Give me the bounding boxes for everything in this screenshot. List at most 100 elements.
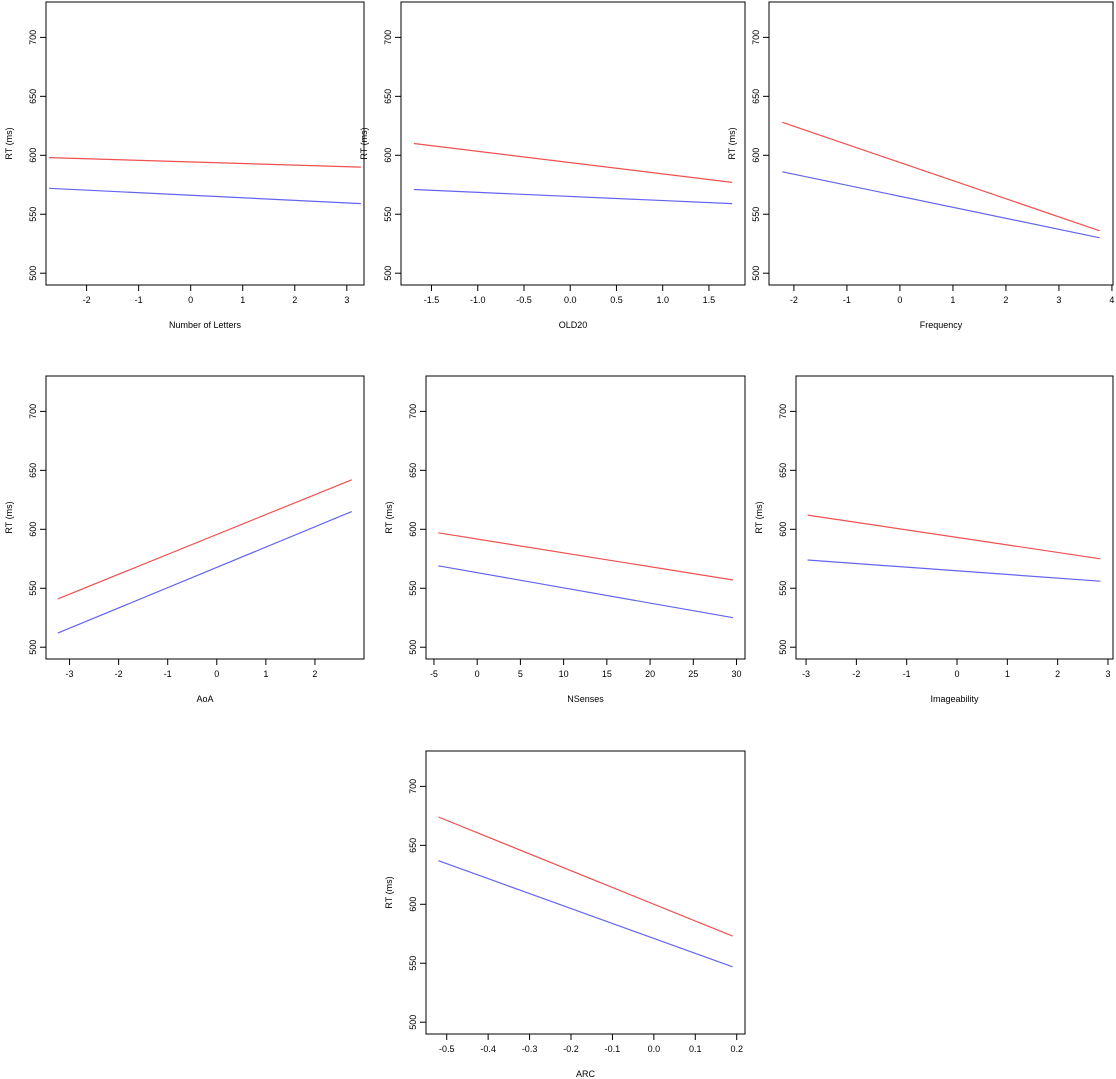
series-line — [49, 157, 361, 168]
y-tick-label: 500 — [751, 266, 761, 281]
x-tick-label: -2 — [790, 295, 798, 305]
series-line — [57, 479, 352, 600]
y-axis-label: RT (ms) — [727, 127, 737, 159]
x-tick-label: -0.3 — [522, 1044, 538, 1054]
x-tick-label: -2 — [852, 669, 860, 679]
y-tick-label: 650 — [408, 838, 418, 853]
x-tick-label: -0.2 — [563, 1044, 579, 1054]
x-tick-label: -0.1 — [605, 1044, 621, 1054]
y-tick-label: 500 — [28, 640, 38, 655]
y-tick-label: 600 — [778, 522, 788, 537]
y-tick-label: 700 — [28, 30, 38, 45]
x-tick-label: 3 — [1105, 669, 1110, 679]
x-tick-label: -1.5 — [424, 295, 440, 305]
x-tick-label: 0.0 — [648, 1044, 661, 1054]
y-tick-label: 700 — [778, 404, 788, 419]
y-tick-label: 500 — [778, 640, 788, 655]
x-tick-label: 1 — [950, 295, 955, 305]
plot-panel: -3 -2 -1 0 1 2 3 500 550 600 650 700 Imageability RT … — [754, 375, 1114, 704]
series-line — [438, 816, 733, 937]
x-tick-label: 10 — [559, 669, 569, 679]
y-tick-label: 550 — [383, 207, 393, 222]
y-axis-label: RT (ms) — [359, 127, 369, 159]
y-tick-label: 700 — [28, 404, 38, 419]
plot-frame — [45, 375, 365, 660]
x-tick-label: 3 — [344, 295, 349, 305]
x-tick-label: -1 — [843, 295, 851, 305]
x-tick-label: 1.5 — [703, 295, 716, 305]
y-axis-label: RT (ms) — [384, 876, 394, 908]
y-tick-label: 650 — [383, 89, 393, 104]
y-tick-label: 550 — [408, 956, 418, 971]
x-tick-label: 0 — [188, 295, 193, 305]
x-tick-label: 2 — [1055, 669, 1060, 679]
y-tick-label: 550 — [28, 581, 38, 596]
plot-panel: -3 -2 -1 0 1 2 500 550 600 650 700 AoA RT (ms) — [4, 375, 365, 704]
x-axis-label: AoA — [196, 694, 213, 704]
x-tick-label: 0 — [475, 669, 480, 679]
y-tick-label: 500 — [383, 266, 393, 281]
x-tick-label: 0 — [897, 295, 902, 305]
x-tick-label: -1 — [903, 669, 911, 679]
y-tick-label: 600 — [28, 148, 38, 163]
y-tick-label: 650 — [408, 463, 418, 478]
y-tick-label: 650 — [28, 463, 38, 478]
y-tick-label: 700 — [408, 779, 418, 794]
x-tick-label: 0.2 — [730, 1044, 743, 1054]
plot-panel: -0.5 -0.4 -0.3 -0.2 -0.1 0.0 0.1 0.2 500 550 600 65… — [384, 750, 746, 1079]
y-tick-label: 600 — [751, 148, 761, 163]
plot-frame — [425, 750, 746, 1035]
y-axis-label: RT (ms) — [4, 501, 14, 533]
x-axis-label: NSenses — [567, 694, 604, 704]
x-tick-label: 0 — [955, 669, 960, 679]
x-tick-label: -2 — [115, 669, 123, 679]
y-tick-label: 650 — [778, 463, 788, 478]
y-tick-label: 600 — [383, 148, 393, 163]
x-tick-label: -5 — [430, 669, 438, 679]
x-tick-label: -0.5 — [439, 1044, 455, 1054]
x-axis-label: Frequency — [920, 320, 963, 330]
series-line — [807, 514, 1101, 560]
series-line — [413, 142, 733, 183]
x-tick-label: -3 — [802, 669, 810, 679]
series-line — [782, 121, 1100, 232]
x-tick-label: 20 — [645, 669, 655, 679]
y-tick-label: 700 — [383, 30, 393, 45]
x-tick-label: 2 — [292, 295, 297, 305]
x-tick-label: 1 — [263, 669, 268, 679]
series-line — [438, 860, 733, 968]
x-tick-label: 5 — [518, 669, 523, 679]
x-tick-label: -0.4 — [480, 1044, 496, 1054]
series-line — [57, 511, 352, 634]
plot-frame — [768, 1, 1114, 286]
y-tick-label: 500 — [28, 266, 38, 281]
y-tick-label: 550 — [408, 581, 418, 596]
series-line — [49, 187, 361, 205]
x-tick-label: -1 — [164, 669, 172, 679]
plot-frame — [400, 1, 746, 286]
x-tick-label: -3 — [66, 669, 74, 679]
y-tick-label: 500 — [408, 1015, 418, 1030]
x-tick-label: 1.0 — [656, 295, 669, 305]
plot-panel: -1.5 -1.0 -0.5 0.0 0.5 1.0 1.5 500 550 600 650 700 O… — [359, 1, 746, 330]
y-axis-label: RT (ms) — [4, 127, 14, 159]
x-tick-label: 0.1 — [689, 1044, 702, 1054]
series-line — [807, 559, 1101, 582]
x-tick-label: 25 — [688, 669, 698, 679]
plot-panel: -2 -1 0 1 2 3 500 550 600 650 700 Number of Letters… — [4, 1, 365, 330]
x-tick-label: 30 — [732, 669, 742, 679]
x-tick-label: 3 — [1056, 295, 1061, 305]
y-tick-label: 500 — [408, 640, 418, 655]
y-axis-label: RT (ms) — [754, 501, 764, 533]
y-tick-label: 650 — [28, 89, 38, 104]
plot-frame — [45, 1, 365, 286]
y-tick-label: 600 — [28, 522, 38, 537]
plot-panel: -2 -1 0 1 2 3 4 500 550 600 650 700 Frequency RT (ms) — [727, 1, 1114, 330]
y-tick-label: 550 — [751, 207, 761, 222]
y-tick-label: 650 — [751, 89, 761, 104]
plot-frame — [425, 375, 746, 660]
x-axis-label: Imageability — [930, 694, 979, 704]
y-tick-label: 550 — [778, 581, 788, 596]
plot-frame — [795, 375, 1114, 660]
y-tick-label: 550 — [28, 207, 38, 222]
